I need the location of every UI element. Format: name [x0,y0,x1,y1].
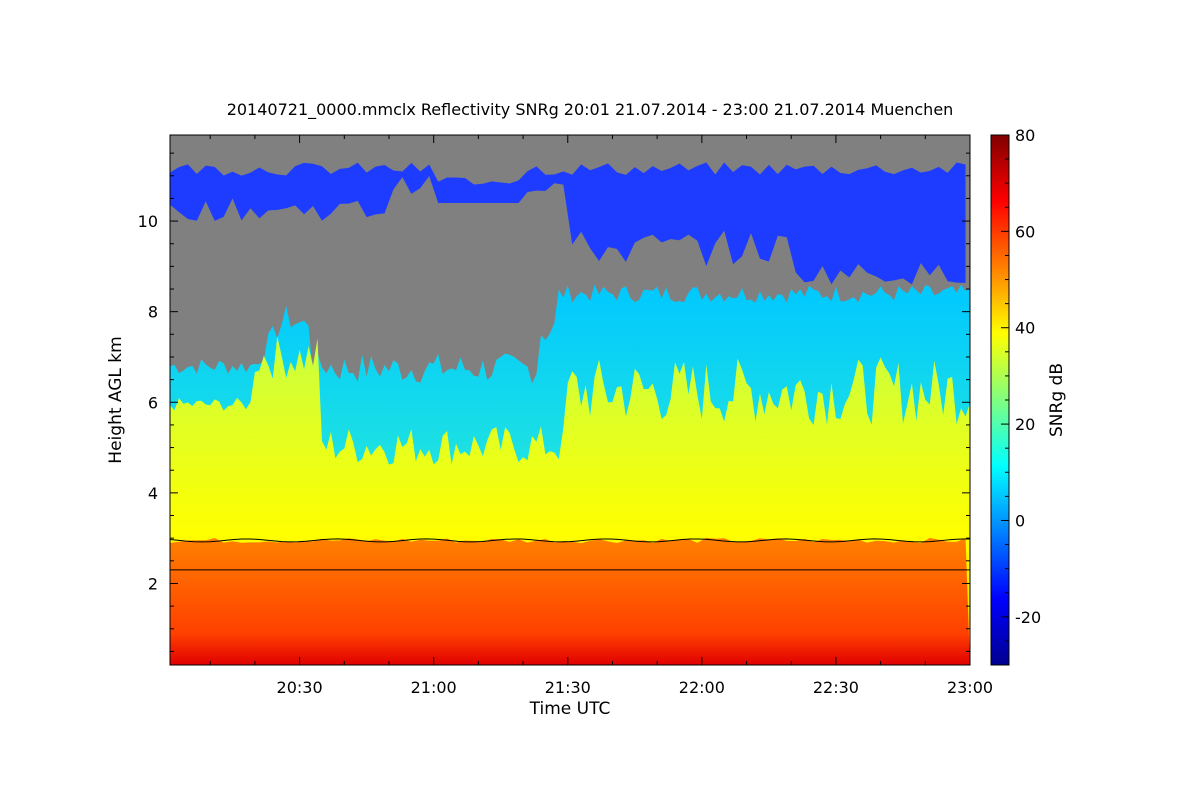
y-tick-label: 6 [148,393,158,412]
chart-title: 20140721_0000.mmclx Reflectivity SNRg 20… [227,100,954,120]
colorbar-tick-label: 0 [1015,511,1025,530]
colorbar-tick-label: 60 [1015,222,1035,241]
colorbar-tick-label: -20 [1015,608,1041,627]
lower-precip-layer [170,537,970,665]
colorbar-tick-label: 40 [1015,319,1035,338]
y-axis: 2 4 6 8 10 [138,152,970,652]
colorbar-title: SNRg dB [1047,363,1067,437]
y-tick-label: 10 [138,212,158,231]
x-tick-label: 20:30 [277,678,323,697]
x-tick-label: 21:00 [411,678,457,697]
cirrus-layer [170,162,966,285]
y-tick-label: 2 [148,574,158,593]
x-tick-label: 22:30 [813,678,859,697]
x-tick-label: 21:30 [545,678,591,697]
y-tick-label: 8 [148,303,158,322]
plot-frame [169,134,971,666]
x-tick-label: 22:00 [679,678,725,697]
colorbar-tick-label: 80 [1015,126,1035,145]
colorbar-tick-label: 20 [1015,415,1035,434]
layer-boundary [169,538,971,543]
y-tick-label: 4 [148,484,158,503]
x-axis: 20:30 21:00 21:30 22:00 22:30 23:00 [209,135,993,697]
colorbar: -20 0 20 40 60 80 [990,126,1041,666]
x-tick-label: 23:00 [947,678,993,697]
reference-lines [169,538,971,571]
x-axis-title: Time UTC [529,699,611,719]
heatmap-area [170,135,970,665]
y-axis-title: Height AGL km [106,336,126,463]
